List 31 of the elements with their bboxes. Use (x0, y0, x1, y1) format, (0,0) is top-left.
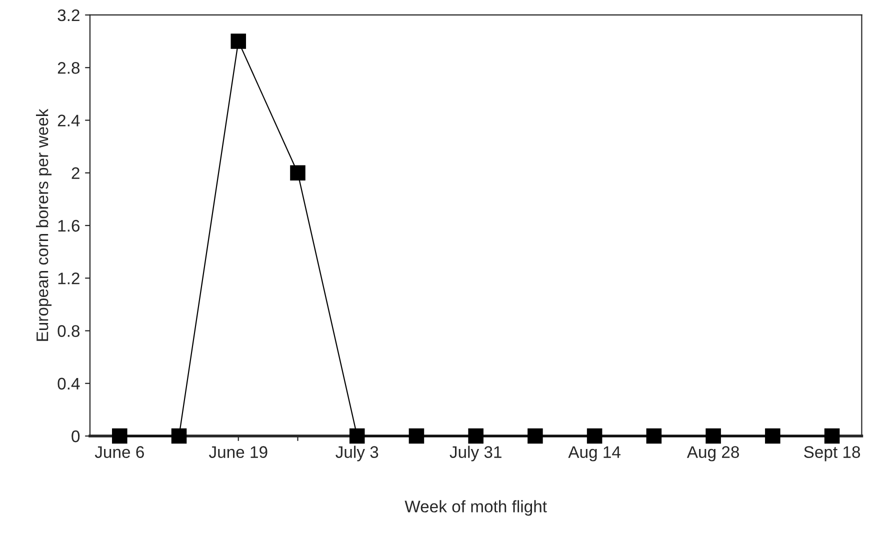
point (646, 428, 662, 444)
x-tick-label: June 6 (94, 446, 144, 458)
point (586, 428, 602, 444)
point (112, 428, 128, 444)
point (528, 428, 543, 444)
point (349, 428, 365, 444)
point (171, 428, 187, 444)
y-tick-label: 0.8 (58, 325, 80, 337)
x-tick-label: July 3 (336, 446, 378, 462)
y-tick-label: 1.2 (58, 272, 80, 284)
point (824, 428, 840, 444)
point (468, 428, 484, 444)
y-tick-label: 2.8 (58, 62, 80, 74)
y-tick-label: 0 (72, 430, 80, 442)
y-tick-label: 2 (72, 167, 80, 179)
y-tick-label: 1.6 (58, 220, 80, 232)
y-tick-label: 0.4 (58, 378, 80, 390)
x-tick-label: July 31 (450, 446, 502, 462)
y-tick-label: 2.4 (58, 114, 80, 126)
x-tick-label: Aug 14 (568, 446, 620, 462)
x-axis-title: Week of moth flight (404, 500, 547, 516)
y-axis-title: European corn borers per week (36, 108, 52, 341)
x-tick-label: June 19 (208, 446, 268, 458)
point (230, 34, 246, 49)
point (765, 428, 780, 444)
point (706, 428, 721, 444)
x-tick-label: Sept 18 (804, 446, 860, 462)
point (408, 428, 424, 444)
x-tick-label: Aug 28 (686, 446, 739, 462)
point (290, 165, 306, 181)
y-tick-label: 3.2 (58, 9, 80, 22)
